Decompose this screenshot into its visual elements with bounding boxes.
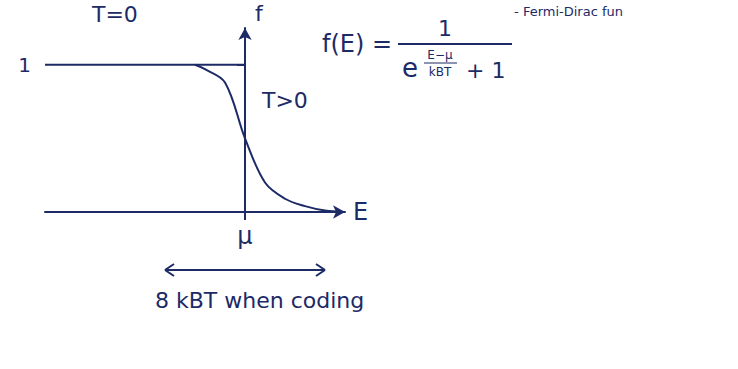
- svg-text:+ 1: + 1: [466, 58, 505, 83]
- svg-text:E−μ: E−μ: [427, 48, 453, 62]
- svg-text:e: e: [402, 53, 418, 83]
- svg-text:- Fermi-Dirac fun: - Fermi-Dirac fun: [514, 4, 623, 19]
- svg-text:f(E) =: f(E) =: [322, 30, 392, 58]
- svg-text:T>0: T>0: [261, 88, 308, 113]
- svg-text:kBT: kBT: [429, 65, 452, 79]
- svg-text:T=0: T=0: [91, 2, 138, 27]
- svg-text:8 kBT when coding: 8 kBT when coding: [155, 288, 364, 313]
- svg-text:μ: μ: [237, 222, 252, 250]
- svg-text:E: E: [353, 198, 368, 226]
- svg-text:f: f: [255, 1, 264, 26]
- svg-text:1: 1: [18, 53, 31, 77]
- svg-text:1: 1: [438, 16, 452, 41]
